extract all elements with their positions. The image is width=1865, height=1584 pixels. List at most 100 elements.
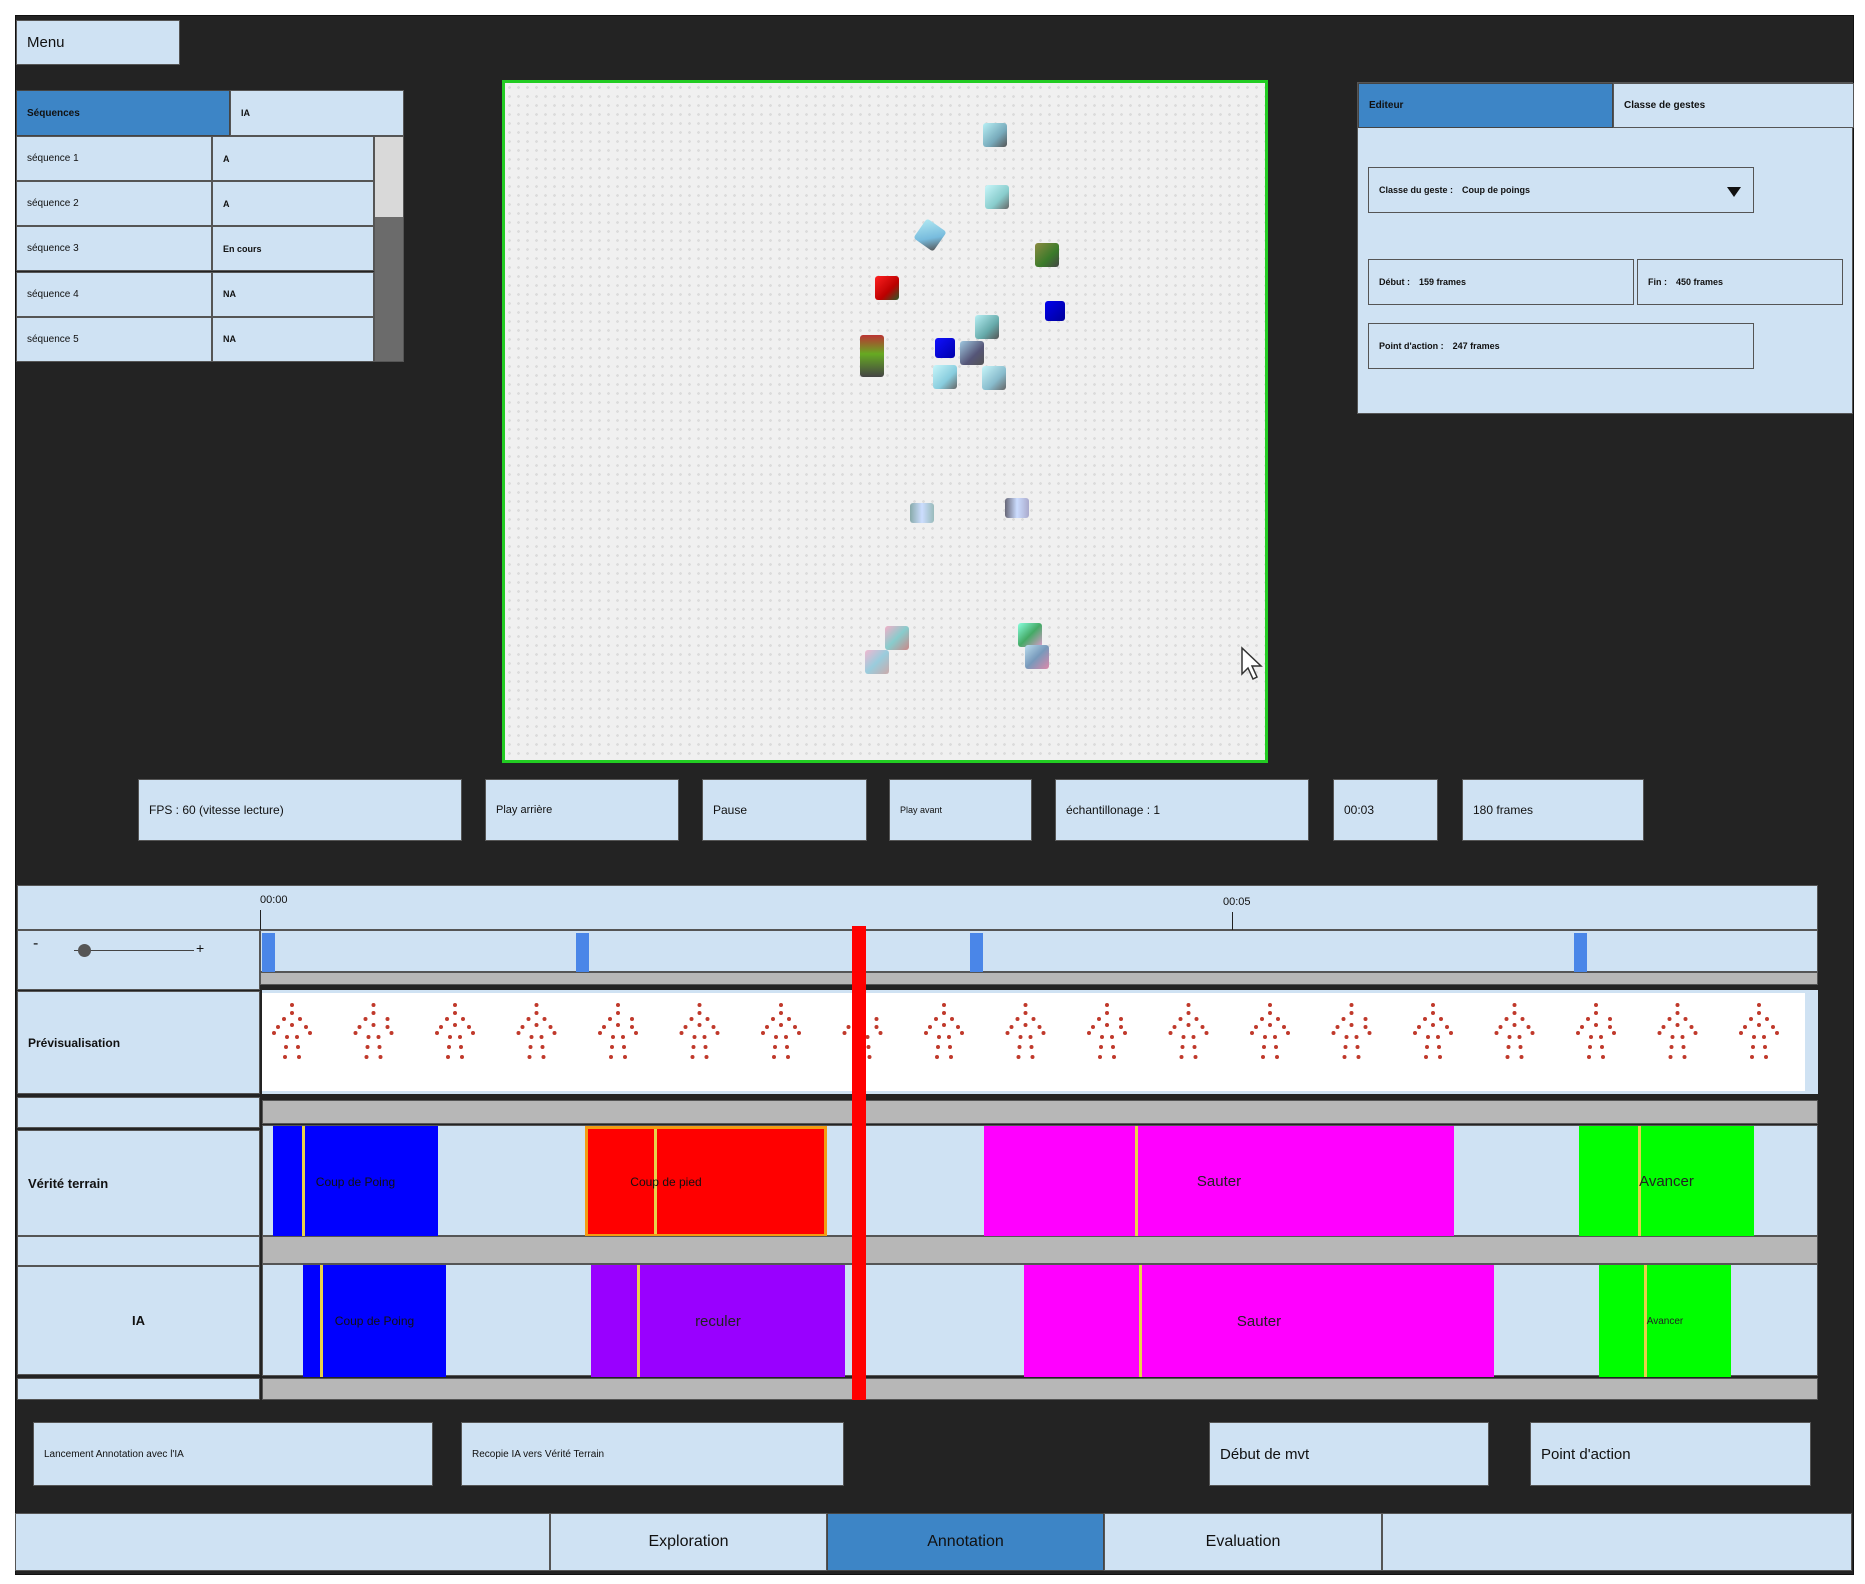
copy-ai-to-ground-truth-button[interactable]: Recopie IA vers Vérité Terrain [461, 1422, 844, 1486]
marker-cube [1025, 645, 1049, 669]
sequence-row-name[interactable]: séquence 1 [16, 136, 212, 181]
frames-display: 180 frames [1462, 779, 1644, 841]
skeleton-thumbnail [1331, 1003, 1372, 1059]
skeleton-thumbnail [516, 1003, 557, 1059]
pause-button[interactable]: Pause [702, 779, 867, 841]
end-field[interactable]: Fin : 450 frames [1637, 259, 1843, 305]
tab-annotation[interactable]: Annotation [827, 1513, 1104, 1571]
ground-truth-track[interactable]: Coup de Poing Coup de pied Sauter Avance… [262, 1125, 1818, 1237]
bottom-tab-empty [15, 1513, 550, 1571]
track-divider [262, 1100, 1818, 1124]
keyframe-marker[interactable] [576, 933, 589, 975]
start-value: 159 frames [1419, 277, 1467, 287]
scrollbar-thumb[interactable] [375, 137, 403, 217]
marker-cube [983, 123, 1007, 147]
gt-segment[interactable]: Avancer [1579, 1126, 1754, 1237]
skeleton-thumbnail [924, 1003, 964, 1059]
gesture-class-select[interactable]: Classe du geste : Coup de poings [1368, 167, 1754, 213]
sequences-header[interactable]: Séquences [16, 90, 230, 136]
tab-exploration[interactable]: Exploration [550, 1513, 827, 1571]
playhead[interactable] [852, 926, 866, 1400]
sequence-row-status[interactable]: En cours [212, 226, 374, 272]
action-point-value: 247 frames [1452, 341, 1500, 351]
marker-cube [982, 366, 1006, 390]
preview-track[interactable] [262, 990, 1818, 1094]
gt-segment[interactable]: Sauter [984, 1126, 1454, 1237]
skeleton-thumbnail [353, 1003, 394, 1059]
tab-classe-de-gestes[interactable]: Classe de gestes [1613, 83, 1854, 128]
sequence-row-name[interactable]: séquence 3 [16, 226, 212, 272]
skeleton-thumbnail [1576, 1003, 1616, 1059]
zoom-minus[interactable]: - [33, 935, 39, 952]
start-field[interactable]: Début : 159 frames [1368, 259, 1634, 305]
sampling-field[interactable]: échantillonage : 1 [1055, 779, 1309, 841]
timeline-ruler[interactable]: 00:00 00:05 [17, 885, 1818, 931]
start-movement-button[interactable]: Début de mvt [1209, 1422, 1489, 1486]
launch-ai-annotation-button[interactable]: Lancement Annotation avec l'IA [33, 1422, 433, 1486]
track-label-ground-truth: Vérité terrain [17, 1130, 260, 1236]
keyframe-strip[interactable] [260, 930, 1818, 975]
zoom-slider-track[interactable] [74, 950, 194, 951]
tick-label: 00:05 [1223, 896, 1251, 908]
skeleton-thumbnail [1087, 1003, 1127, 1059]
skeleton-thumbnail [435, 1003, 475, 1059]
marker-cube [1005, 498, 1029, 518]
track-label-ai: IA [17, 1266, 260, 1375]
keyframe-marker[interactable] [1574, 933, 1587, 975]
ai-segment[interactable]: reculer [591, 1265, 845, 1377]
action-point-label: Point d'action : [1379, 341, 1444, 351]
sequence-row-name[interactable]: séquence 2 [16, 181, 212, 227]
sequence-row-status[interactable]: NA [212, 271, 374, 317]
sequence-row-name[interactable]: séquence 5 [16, 316, 212, 362]
zoom-control[interactable]: - + [17, 930, 260, 990]
sequence-row-status[interactable]: A [212, 181, 374, 227]
chevron-down-icon [1727, 187, 1741, 197]
ai-track[interactable]: Coup de Poing reculer Sauter Avancer [262, 1264, 1818, 1377]
keyframe-marker[interactable] [262, 933, 275, 975]
video-viewport[interactable] [502, 80, 1268, 763]
tab-editeur[interactable]: Editeur [1358, 83, 1613, 128]
marker-cube [875, 276, 899, 300]
skeleton-thumbnail [1005, 1003, 1046, 1059]
zoom-slider-knob[interactable] [77, 944, 91, 957]
ai-segment-label: Avancer [1646, 1315, 1684, 1327]
keyframe-marker[interactable] [970, 933, 983, 975]
ai-segment[interactable]: Sauter [1024, 1265, 1494, 1377]
marker-cube [933, 365, 957, 389]
gt-segment-label: Coup de pied [630, 1174, 702, 1189]
time-display: 00:03 [1333, 779, 1438, 841]
track-divider [260, 972, 1818, 985]
ia-header[interactable]: IA [230, 90, 404, 136]
editor-panel: Editeur Classe de gestes Classe du geste… [1357, 82, 1854, 414]
ai-segment-label: Coup de Poing [334, 1314, 415, 1328]
action-point-field[interactable]: Point d'action : 247 frames [1368, 323, 1754, 369]
tick-label: 00:00 [260, 894, 288, 906]
track-divider [262, 1236, 1818, 1264]
gt-segment-label: Avancer [1639, 1173, 1694, 1190]
play-forward-button[interactable]: Play avant [889, 779, 1032, 841]
ai-segment[interactable]: Avancer [1599, 1265, 1731, 1377]
gt-segment[interactable]: Coup de Poing [273, 1126, 438, 1237]
ai-segment[interactable]: Coup de Poing [303, 1265, 446, 1377]
sequence-row-name[interactable]: séquence 4 [16, 271, 212, 317]
marker-cube [1018, 623, 1042, 647]
track-spacer [17, 1097, 260, 1128]
zoom-plus[interactable]: + [196, 940, 205, 956]
sequence-row-status[interactable]: NA [212, 316, 374, 362]
skeleton-thumbnail [1739, 1003, 1779, 1059]
tab-evaluation[interactable]: Evaluation [1104, 1513, 1382, 1571]
marker-cube [985, 185, 1009, 209]
action-point-button[interactable]: Point d'action [1530, 1422, 1811, 1486]
menu-button[interactable]: Menu [16, 20, 180, 65]
sequence-row-status[interactable]: A [212, 136, 374, 181]
marker-cube [910, 503, 934, 523]
end-value: 450 frames [1676, 277, 1724, 287]
fps-field[interactable]: FPS : 60 (vitesse lecture) [138, 779, 462, 841]
track-divider [262, 1378, 1818, 1400]
marker-cube [1045, 301, 1065, 321]
gt-segment-selected[interactable]: Coup de pied [585, 1126, 827, 1237]
play-back-button[interactable]: Play arrière [485, 779, 679, 841]
end-label: Fin : [1648, 277, 1667, 287]
track-spacer [17, 1378, 260, 1400]
